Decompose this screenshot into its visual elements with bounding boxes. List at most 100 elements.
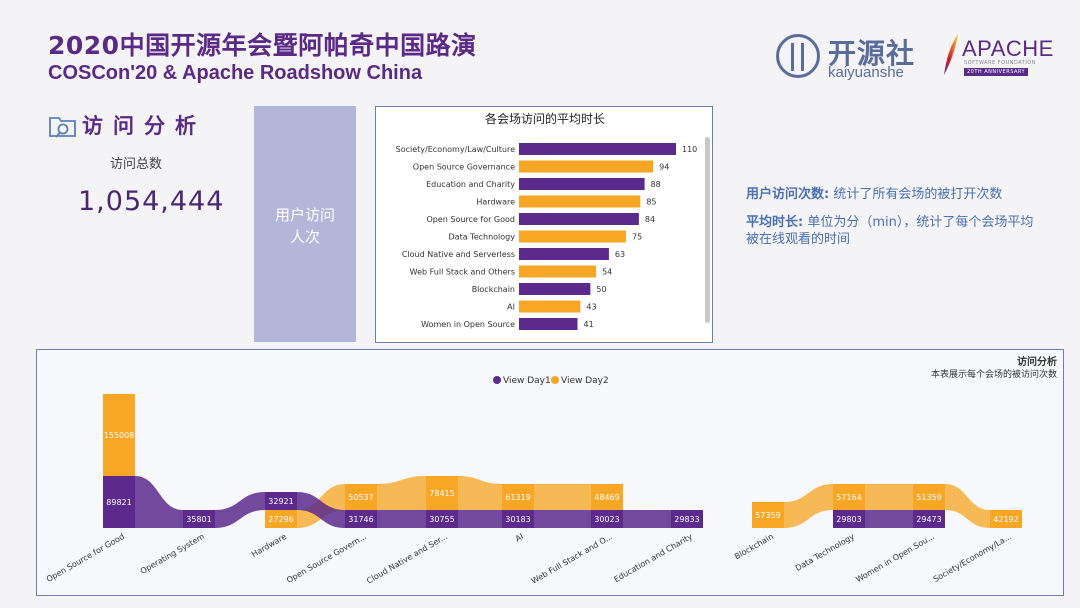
bar[interactable] [519, 300, 581, 313]
flow-value-label: 30755 [429, 515, 454, 524]
avg-duration-bars: 各会场访问的平均时长 Society/Economy/Law/Culture 110… [396, 111, 710, 330]
flow-node[interactable] [345, 510, 377, 528]
flow-value-label: 32921 [268, 497, 293, 506]
flow-node[interactable] [265, 492, 297, 510]
definitions-panel: 用户访问次数: 统计了所有会场的被打开次数 平均时长: 单位为分（min），统计… [746, 186, 1046, 259]
bar-value-label: 54 [602, 268, 612, 277]
bar-value-label: 94 [659, 163, 669, 172]
bar-category-label: Society/Economy/Law/Culture [396, 145, 515, 154]
flow-chart-subtitle: 本表展示每个会场的被访问次数 [930, 370, 1057, 380]
flow-value-label: 35801 [186, 515, 211, 524]
visits-flow-chart: View Day1 View Day2 89821 35801 32921 31746 30… [36, 349, 1064, 596]
flow-category-label: Operating System [139, 532, 206, 576]
bar-category-label: Blockchain [472, 285, 515, 294]
avg-time-note: 平均时长: 单位为分（min），统计了每个会场平均被在线观看的时间 [746, 214, 1046, 248]
flow-value-label: 61319 [505, 493, 530, 502]
visit-count-note: 用户访问次数: 统计了所有会场的被打开次数 [746, 186, 1046, 203]
flow-node[interactable] [833, 510, 865, 528]
flow-node[interactable] [502, 510, 534, 528]
bar-value-label: 43 [586, 303, 596, 312]
flow-category-label: Web Full Stack and O... [530, 532, 614, 586]
bar-category-label: Data Technology [449, 233, 516, 242]
flow-value-label: 57359 [755, 511, 780, 520]
flow-node[interactable] [426, 510, 458, 528]
bar-chart-scrollbar[interactable] [705, 137, 710, 323]
bar[interactable] [519, 318, 578, 330]
apache-logo: APACHE SOFTWARE FOUNDATION 20TH ANNIVERS… [940, 32, 1053, 80]
flow-node[interactable] [103, 476, 135, 528]
bar-value-label: 75 [632, 233, 642, 242]
total-visits-label: 访问总数 [110, 157, 163, 172]
legend-marker [551, 376, 559, 384]
flow-value-label: 30023 [594, 515, 619, 524]
page-subtitle: COSCon'20 & Apache Roadshow China [48, 62, 423, 84]
flow-category-label: Open Source for Good [45, 532, 126, 584]
flow-value-label: 51359 [916, 493, 941, 502]
visit-count-term: 用户访问次数: [746, 187, 830, 202]
flow-node[interactable] [426, 476, 458, 510]
apache-anniversary-badge: 20TH ANNIVERSARY [964, 68, 1029, 76]
flow-value-label: 27296 [268, 515, 293, 524]
bar[interactable] [519, 283, 591, 295]
flow-value-label: 29473 [916, 515, 941, 524]
flow-node[interactable] [591, 484, 623, 510]
page-title: 2020中国开源年会暨阿帕奇中国路演 [48, 31, 477, 60]
flow-category-label: Cloud Native and Ser... [365, 532, 449, 586]
flow-value-label: 30183 [505, 515, 530, 524]
flow-value-label: 31746 [348, 515, 373, 524]
flow-category-label: Society/Economy/La... [932, 532, 1013, 584]
flow-node[interactable] [833, 484, 865, 510]
bar[interactable] [519, 213, 639, 225]
bar[interactable] [519, 265, 597, 278]
legend-label: View Day1 [503, 376, 551, 386]
kaiyuanshe-emblem-icon [776, 34, 820, 78]
flow-node[interactable] [671, 510, 703, 528]
apache-logo-text: APACHE [962, 36, 1054, 61]
flow-node[interactable] [752, 502, 784, 528]
flow-chart-title: 访问分析 [1017, 357, 1057, 368]
flow-node[interactable] [913, 510, 945, 528]
bar-category-label: Hardware [476, 198, 515, 207]
legend-label: View Day2 [561, 376, 609, 386]
flow-node[interactable] [502, 484, 534, 510]
apache-feather-icon [944, 34, 958, 75]
flow-node[interactable] [990, 510, 1022, 528]
bar[interactable] [519, 178, 645, 190]
bar-chart-title: 各会场访问的平均时长 [485, 111, 605, 126]
flow-node[interactable] [265, 510, 297, 528]
bar[interactable] [519, 160, 654, 173]
bar-category-label: Cloud Native and Serverless [402, 250, 515, 259]
flow-category-label: Blockchain [733, 532, 775, 561]
flow-value-label: 29833 [674, 515, 699, 524]
flow-band-day1[interactable] [103, 476, 703, 528]
bar[interactable] [519, 195, 641, 208]
bar-value-label: 50 [596, 285, 606, 294]
flow-category-label: Data Technology [794, 532, 856, 573]
flow-node[interactable] [591, 510, 623, 528]
apache-logo-subtext: SOFTWARE FOUNDATION [964, 60, 1036, 66]
user-visits-card: 用户访问人次 [254, 106, 356, 342]
bar[interactable] [519, 143, 676, 155]
bar[interactable] [519, 248, 609, 260]
flow-node[interactable] [345, 484, 377, 510]
bar[interactable] [519, 230, 627, 243]
flow-node[interactable] [183, 510, 215, 528]
flow-node[interactable] [103, 394, 135, 476]
bar-category-label: Open Source for Good [426, 215, 515, 224]
legend-marker [493, 376, 501, 384]
flow-band-day2[interactable] [752, 484, 1022, 528]
bar-value-label: 84 [645, 215, 655, 224]
flow-category-label: AI [514, 532, 525, 544]
visits-flow-plot: View Day1 View Day2 89821 35801 32921 31746 30… [45, 376, 1022, 586]
avg-duration-chart: 各会场访问的平均时长 Society/Economy/Law/Culture 110… [375, 106, 713, 343]
kaiyuanshe-logo-text: 开源社 [828, 37, 916, 70]
flow-value-label: 89821 [106, 498, 131, 507]
total-visits-value: 1,054,444 [78, 186, 225, 217]
flow-value-label: 57164 [836, 493, 861, 502]
flow-node[interactable] [913, 484, 945, 510]
bar-value-label: 110 [682, 145, 697, 154]
flow-value-label: 48469 [594, 493, 619, 502]
folder-search-icon [49, 117, 76, 138]
bar-category-label: Open Source Governance [413, 163, 515, 172]
flow-value-label: 78415 [429, 489, 454, 498]
